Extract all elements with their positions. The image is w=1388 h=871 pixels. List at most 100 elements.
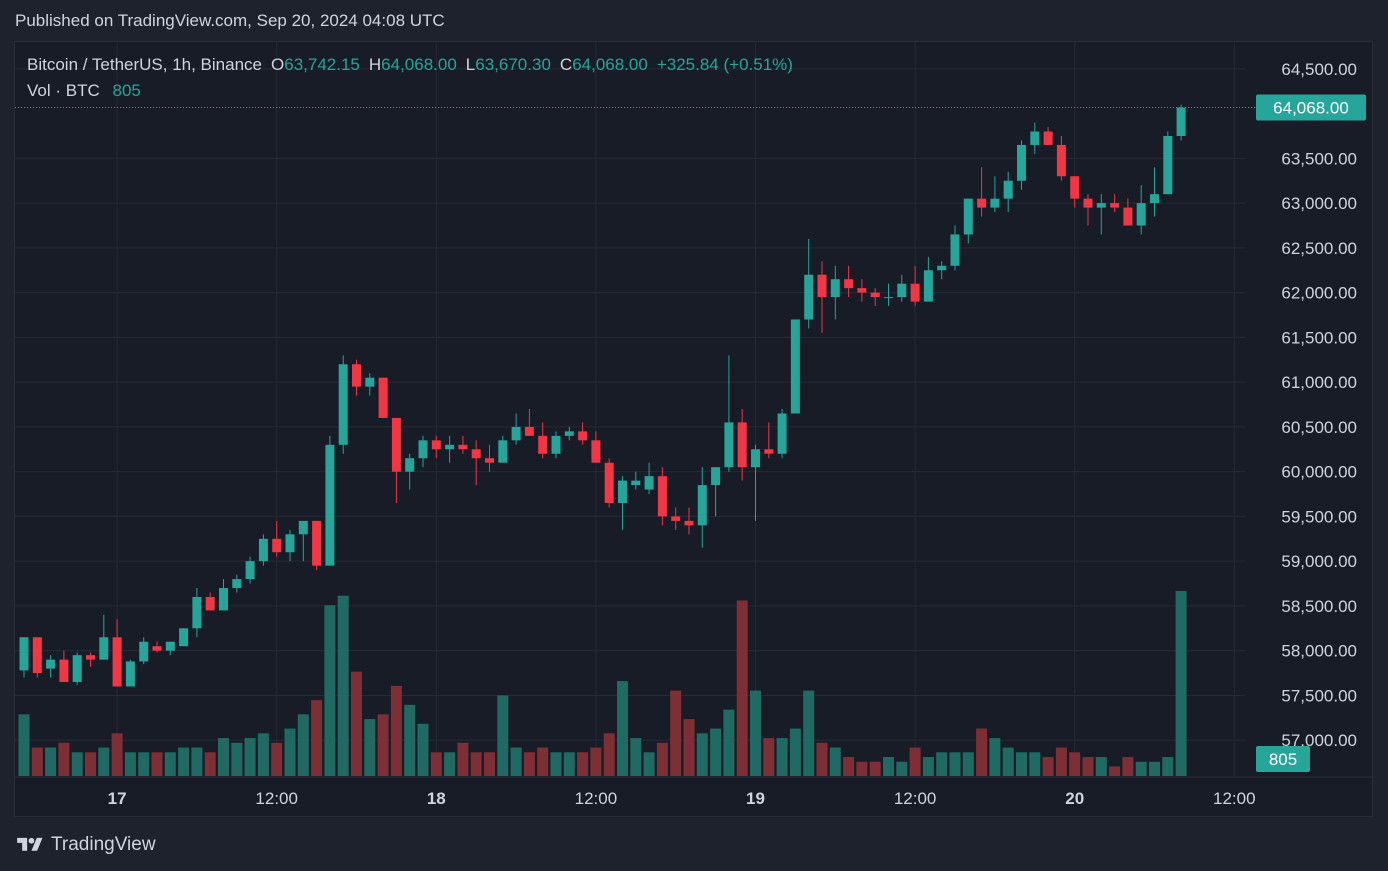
price-tick-label: 61,000.00 bbox=[1281, 373, 1357, 392]
symbol-title[interactable]: Bitcoin / TetherUS, 1h, Binance bbox=[27, 55, 262, 74]
candle-body bbox=[152, 646, 162, 651]
candle-body bbox=[977, 198, 987, 208]
time-tick-label: 17 bbox=[108, 789, 127, 808]
candle-body bbox=[312, 520, 322, 566]
volume-bar bbox=[590, 747, 602, 776]
volume-bar bbox=[231, 742, 243, 776]
candle-body bbox=[764, 449, 774, 454]
candle-body bbox=[1043, 131, 1053, 145]
candle-body bbox=[192, 596, 202, 629]
volume-bar bbox=[297, 714, 309, 776]
candle-body bbox=[937, 265, 947, 271]
symbol-legend: Bitcoin / TetherUS, 1h, Binance O63,742.1… bbox=[27, 54, 793, 106]
volume-bar bbox=[377, 714, 389, 776]
volume-bar bbox=[643, 752, 655, 776]
candle-body bbox=[551, 435, 561, 454]
volume-bar bbox=[124, 752, 136, 776]
volume-bar bbox=[577, 752, 589, 776]
time-tick-label: 19 bbox=[746, 789, 765, 808]
candle-body bbox=[86, 655, 95, 660]
candle-body bbox=[870, 292, 880, 298]
time-tick-label: 20 bbox=[1065, 789, 1084, 808]
candle-body bbox=[618, 480, 627, 503]
high-label: H bbox=[368, 55, 382, 74]
volume-bar bbox=[1122, 757, 1134, 776]
price-tick-label: 61,500.00 bbox=[1281, 328, 1357, 347]
candle-body bbox=[777, 413, 787, 454]
volume-bar bbox=[1029, 752, 1041, 776]
volume-bar bbox=[776, 738, 788, 776]
chart-frame[interactable] bbox=[14, 41, 1373, 817]
candle-body bbox=[564, 431, 574, 436]
volume-bar bbox=[736, 600, 748, 776]
open-label: O bbox=[271, 55, 285, 74]
candle-body bbox=[445, 444, 455, 450]
volume-bar bbox=[670, 690, 682, 776]
volume-bar bbox=[803, 690, 815, 776]
candle-body bbox=[298, 520, 308, 535]
candle-body bbox=[910, 283, 920, 302]
volume-bar bbox=[244, 738, 256, 776]
price-tick-label: 57,000.00 bbox=[1281, 731, 1357, 750]
volume-bar bbox=[936, 752, 948, 776]
last-price-badge-text: 64,068.00 bbox=[1273, 99, 1349, 118]
candle-body bbox=[923, 270, 933, 302]
price-tick-label: 59,000.00 bbox=[1281, 552, 1357, 571]
candle-body bbox=[1083, 198, 1093, 208]
volume-badge bbox=[1256, 746, 1310, 772]
volume-bar bbox=[537, 747, 549, 776]
volume-bar bbox=[829, 747, 841, 776]
candle-body bbox=[245, 561, 255, 580]
volume-bar bbox=[816, 742, 828, 776]
candle-body bbox=[817, 274, 827, 298]
candle-body bbox=[644, 476, 654, 490]
price-tick-label: 62,000.00 bbox=[1281, 284, 1357, 303]
candle-body bbox=[884, 297, 893, 299]
volume-bar bbox=[1135, 761, 1147, 776]
candle-body bbox=[844, 279, 854, 289]
volume-bar bbox=[603, 733, 615, 776]
price-tick-label: 62,500.00 bbox=[1281, 239, 1357, 258]
tradingview-logo[interactable]: TradingView bbox=[15, 834, 156, 856]
volume-bar bbox=[164, 752, 176, 776]
volume-bar bbox=[45, 747, 57, 776]
candle-body bbox=[790, 319, 800, 414]
volume-bar bbox=[750, 690, 761, 776]
volume-bar bbox=[896, 761, 908, 776]
price-tick-label: 60,000.00 bbox=[1281, 463, 1357, 482]
candle-body bbox=[1150, 194, 1159, 204]
volume-bar bbox=[364, 719, 376, 776]
candle-body bbox=[352, 364, 361, 387]
close-label: C bbox=[559, 55, 573, 74]
candle-body bbox=[950, 234, 960, 266]
volume-bar bbox=[763, 738, 775, 776]
volume-value: 805 bbox=[112, 81, 141, 100]
volume-bar bbox=[31, 747, 43, 776]
candle-body bbox=[139, 641, 149, 662]
volume-bar bbox=[351, 671, 362, 776]
volume-bar bbox=[85, 752, 96, 776]
last-price-badge bbox=[1256, 94, 1366, 121]
time-tick-label: 12:00 bbox=[575, 789, 618, 808]
volume-bar bbox=[71, 752, 83, 776]
candle-body bbox=[737, 422, 747, 468]
low-value: 63,670.30 bbox=[475, 55, 551, 74]
volume-bar bbox=[710, 728, 722, 776]
volume-bar bbox=[550, 752, 562, 776]
volume-bar bbox=[1162, 757, 1174, 776]
volume-bar bbox=[271, 742, 283, 776]
candle-body bbox=[458, 444, 468, 450]
candle-body bbox=[711, 467, 721, 486]
time-tick-label: 12:00 bbox=[255, 789, 298, 808]
candle-body bbox=[32, 637, 42, 674]
candle-body bbox=[285, 534, 295, 553]
volume-bar bbox=[138, 752, 150, 776]
tradingview-logo-icon bbox=[17, 837, 43, 851]
volume-bar bbox=[656, 742, 668, 776]
volume-bar bbox=[204, 752, 216, 776]
volume-bar bbox=[404, 704, 416, 776]
candle-body bbox=[1096, 203, 1106, 208]
candle-body bbox=[232, 579, 242, 589]
volume-bar bbox=[470, 752, 482, 776]
